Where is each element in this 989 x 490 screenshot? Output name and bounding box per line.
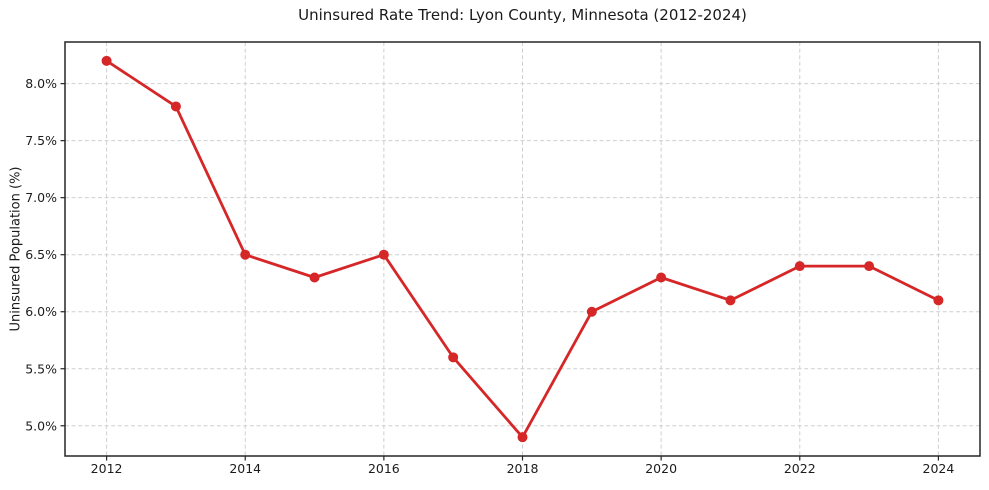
x-tick-label: 2024	[923, 461, 955, 476]
y-tick-label: 6.0%	[25, 304, 57, 319]
x-tick-label: 2012	[91, 461, 123, 476]
chart-title: Uninsured Rate Trend: Lyon County, Minne…	[298, 6, 747, 24]
data-point	[240, 249, 251, 260]
data-point	[517, 432, 528, 443]
x-tick-label: 2018	[507, 461, 539, 476]
y-tick-label: 7.0%	[25, 190, 57, 205]
data-point	[933, 295, 944, 306]
data-point	[725, 295, 736, 306]
y-tick-label: 8.0%	[25, 76, 57, 91]
x-tick-label: 2022	[784, 461, 816, 476]
data-point	[378, 249, 389, 260]
x-tick-label: 2016	[368, 461, 400, 476]
y-tick-label: 5.5%	[25, 361, 57, 376]
data-point	[864, 261, 875, 272]
data-point	[586, 306, 597, 317]
data-point	[794, 261, 805, 272]
y-tick-label: 7.5%	[25, 133, 57, 148]
y-tick-label: 5.0%	[25, 418, 57, 433]
x-tick-label: 2020	[645, 461, 677, 476]
data-point	[309, 272, 320, 283]
data-point	[101, 55, 112, 66]
y-tick-label: 6.5%	[25, 247, 57, 262]
data-point	[448, 352, 459, 363]
data-point	[170, 101, 181, 112]
data-point	[656, 272, 667, 283]
x-tick-label: 2014	[229, 461, 261, 476]
